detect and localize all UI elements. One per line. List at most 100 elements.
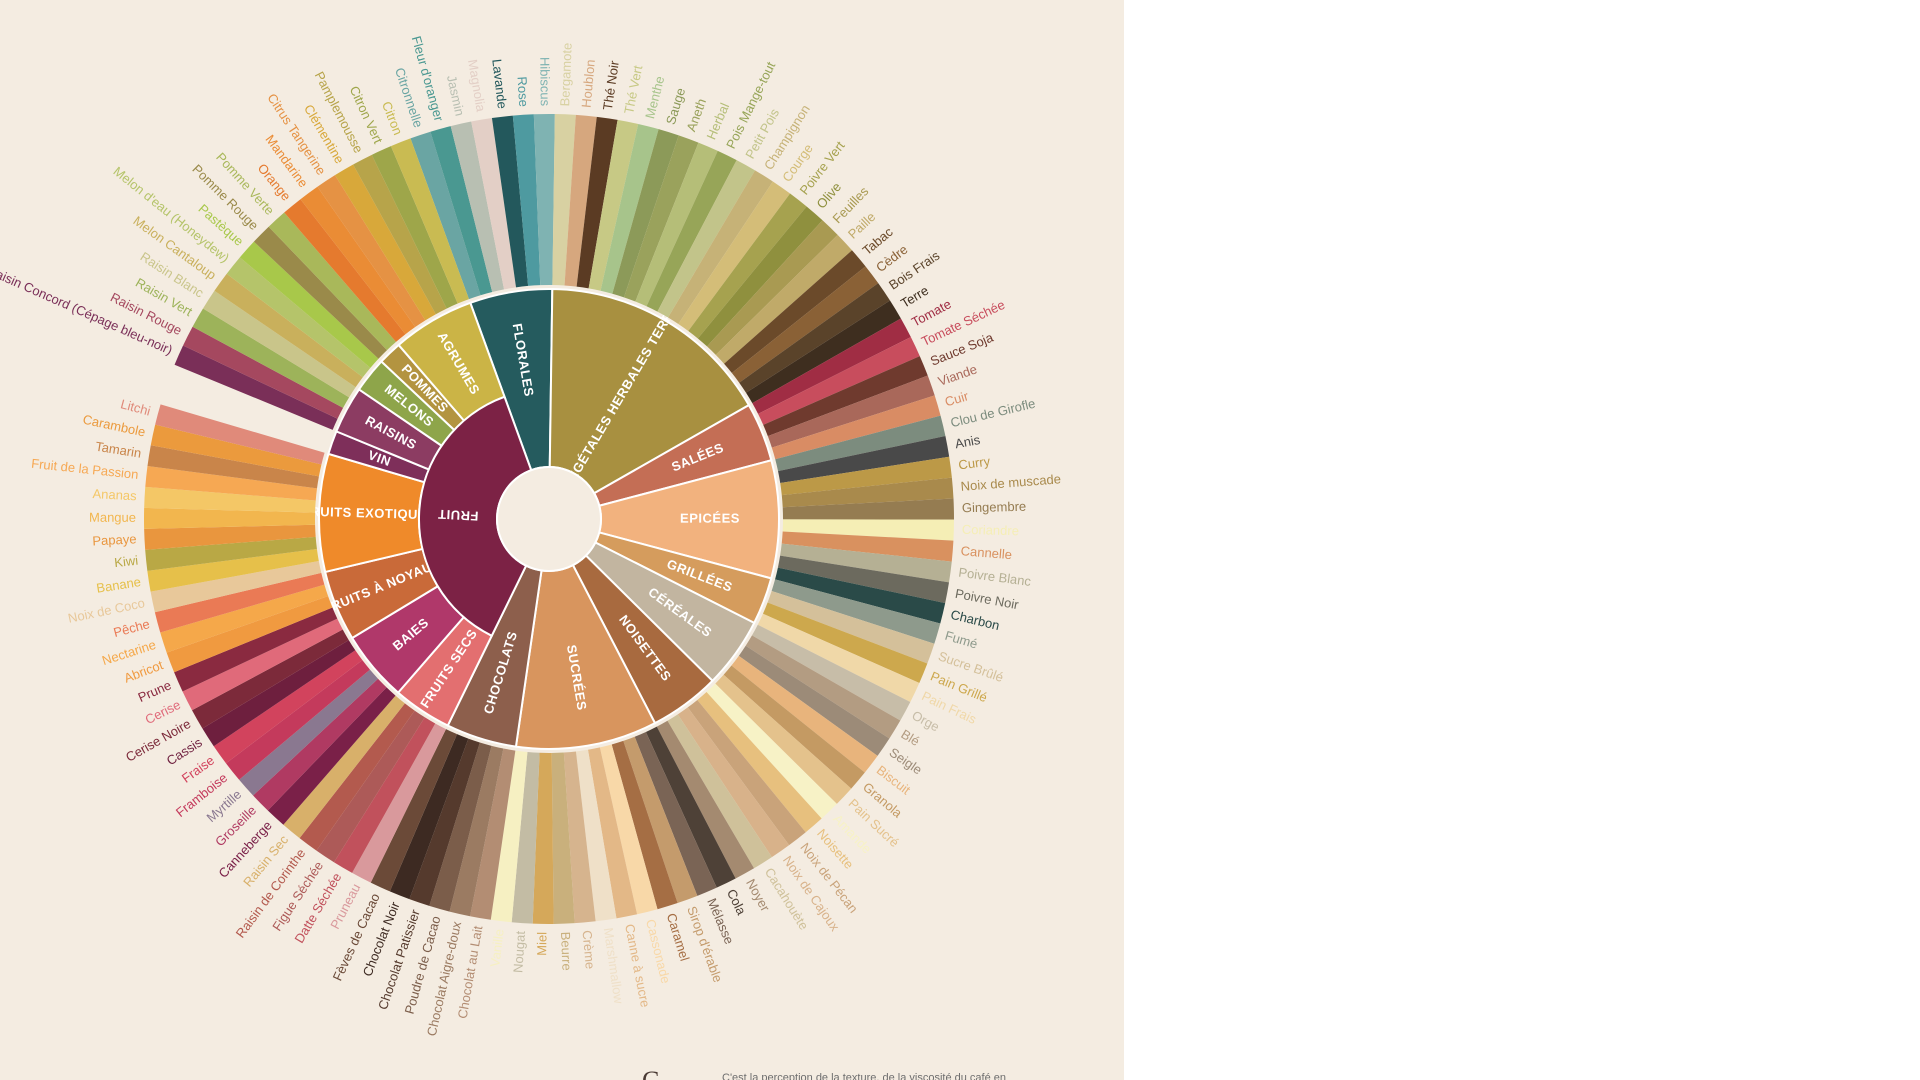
leaf-label: Cuir [943, 388, 971, 409]
inner-ring: FLORALES VÉGÉTALES HERBALES TERREUSESSALÉ… [302, 268, 780, 750]
leaf-label: Lavande [489, 58, 510, 109]
leaf-segment [623, 135, 699, 302]
leaf-segment [150, 560, 322, 613]
leaf-segment [723, 665, 865, 789]
leaf-segment [353, 154, 447, 315]
leaf-label: Beurre [558, 931, 574, 971]
leaf-segment [450, 121, 505, 292]
leaf-segment [449, 745, 504, 917]
leaf-segment [226, 660, 370, 780]
leaf-segment [745, 635, 901, 739]
leaf-segment [174, 345, 338, 430]
leaf-label: Thé Vert [621, 64, 645, 115]
leaf-segment [145, 465, 318, 501]
leaf-segment [587, 747, 638, 919]
leaf-segment [600, 123, 659, 294]
leaf-label: Magnolia [465, 58, 489, 113]
leaf-segment [564, 114, 597, 287]
leaf-segment [763, 356, 928, 437]
leaf-label: Nougat [510, 930, 528, 973]
leaf-segment [213, 650, 363, 764]
leaf-segment [300, 186, 416, 335]
leaf-segment [253, 678, 387, 811]
category-label: FRUITS EXOTIQUES [302, 504, 437, 523]
leaf-segment [751, 624, 911, 721]
leaf-segment [410, 131, 481, 300]
leaf-segment [253, 226, 388, 359]
leaf-segment [782, 498, 954, 520]
leaf-segment [635, 142, 718, 307]
leaf-segment [780, 456, 952, 496]
leaf-segment [575, 749, 617, 922]
leaf-segment [155, 404, 325, 465]
leaf-label: Curry [958, 454, 992, 473]
leaf-segment [512, 114, 541, 286]
leaf-label: Rose [514, 76, 531, 107]
leaf-segment [316, 710, 425, 863]
leaf-segment [144, 524, 316, 550]
leaf-label: Cola [724, 887, 750, 918]
leaf-segment [511, 752, 540, 924]
leaf-segment [317, 175, 426, 328]
leaf-segment [370, 729, 458, 892]
leaf-segment [757, 613, 920, 702]
leaf-segment [150, 424, 322, 477]
leaf-segment [533, 114, 555, 286]
leaf-label: Aneth [683, 96, 709, 133]
leaf-segment [334, 164, 436, 321]
leaf-segment [780, 543, 952, 583]
leaf-segment [299, 703, 415, 851]
leaf-label: Coriandre [962, 522, 1019, 539]
leaf-segment [552, 114, 576, 286]
fruit-label: FRUIT [437, 507, 479, 524]
leaf-segment [731, 655, 878, 773]
leaf-segment [429, 742, 492, 912]
leaf-segment [174, 607, 338, 692]
leaf-segment [470, 748, 516, 920]
leaf-segment [192, 629, 349, 729]
center-hole [496, 466, 602, 572]
leaf-segment [154, 572, 325, 633]
leaf-segment [657, 160, 756, 318]
leaf-segment [782, 519, 954, 541]
leaf-segment [611, 740, 678, 910]
leaf-segment [203, 290, 356, 398]
flavor-wheel: FLORALES VÉGÉTALES HERBALES TERREUSESSALÉ… [0, 34, 1061, 1037]
leaf-segment [612, 129, 679, 298]
leaf-segment [143, 507, 316, 529]
leaf-segment [563, 751, 596, 924]
leaf-segment [202, 640, 356, 747]
leaf-segment [623, 736, 698, 904]
leaf-segment [706, 683, 837, 819]
leaf-segment [491, 115, 529, 288]
leaf-segment [645, 726, 736, 888]
leaf-segment [775, 567, 946, 624]
leaf-segment [145, 536, 317, 571]
leaf-segment [226, 257, 371, 378]
leaf-segment [758, 337, 920, 425]
flavor-wheel-page: FLORALES VÉGÉTALES HERBALES TERREUSES SALÉ… [0, 0, 1124, 1080]
leaf-segment [668, 170, 773, 324]
leaf-segment [183, 326, 344, 419]
leaf-label: Banane [95, 574, 142, 596]
leaf-segment [739, 283, 891, 393]
leaf-segment [677, 707, 790, 858]
leaf-label: Litchi [119, 396, 152, 418]
leaf-label: Miel [534, 932, 549, 956]
leaf-segment [762, 602, 928, 683]
leaf-segment [724, 250, 866, 374]
leaf-segment [738, 645, 890, 756]
leaf-segment [688, 193, 807, 339]
leaf-segment [333, 717, 436, 873]
leaf-segment [182, 618, 343, 711]
leaf-label: Mangue [89, 510, 136, 525]
leaf-label: Poivre Noir [954, 586, 1021, 613]
leaf-segment [409, 738, 480, 906]
leaf-segment [646, 150, 737, 312]
leaf-segment [532, 752, 554, 925]
leaf-label: Viande [936, 361, 979, 388]
leaf-label: Pêche [112, 616, 151, 640]
leaf-segment [771, 579, 941, 644]
leaf-segment [430, 126, 493, 296]
leaf-label: Cannelle [960, 543, 1012, 562]
